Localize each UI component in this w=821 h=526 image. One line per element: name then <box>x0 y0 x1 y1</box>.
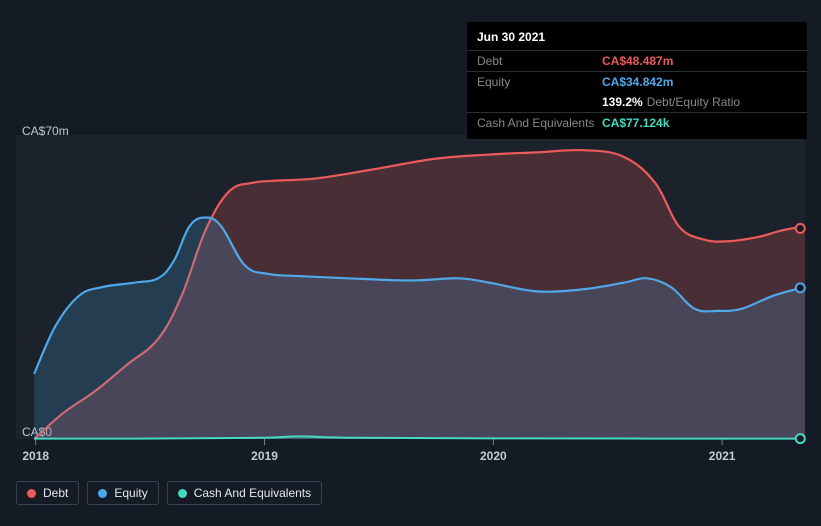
tooltip-row-value: CA$48.487m <box>602 52 673 70</box>
tooltip-row-label: Cash And Equivalents <box>477 114 602 132</box>
tooltip-row-value: CA$77.124k <box>602 114 669 132</box>
tooltip-date: Jun 30 2021 <box>467 28 807 50</box>
legend-item-debt[interactable]: Debt <box>16 481 79 505</box>
tooltip-row: Cash And EquivalentsCA$77.124k <box>467 113 807 133</box>
tooltip-row-label: Equity <box>477 73 602 91</box>
series-marker <box>796 283 805 292</box>
tooltip-row-value: 139.2% <box>602 93 643 111</box>
tooltip-row-value: CA$34.842m <box>602 73 673 91</box>
legend-dot-icon <box>27 489 36 498</box>
tooltip-row: 139.2%Debt/Equity Ratio <box>467 92 807 112</box>
legend-item-label: Equity <box>114 486 147 500</box>
legend-item-cash-and-equivalents[interactable]: Cash And Equivalents <box>167 481 322 505</box>
chart-legend: Debt Equity Cash And Equivalents <box>16 481 322 505</box>
series-marker <box>796 224 805 233</box>
tooltip-row-label <box>477 93 602 111</box>
chart-tooltip: Jun 30 2021DebtCA$48.487mEquityCA$34.842… <box>467 22 807 139</box>
tooltip-row: EquityCA$34.842m <box>467 72 807 92</box>
legend-item-label: Cash And Equivalents <box>194 486 311 500</box>
x-axis-label: 2021 <box>709 449 736 463</box>
legend-dot-icon <box>178 489 187 498</box>
x-axis-label: 2019 <box>251 449 278 463</box>
series-marker <box>796 434 805 443</box>
legend-dot-icon <box>98 489 107 498</box>
tooltip-row-secondary: Debt/Equity Ratio <box>647 93 740 111</box>
legend-item-label: Debt <box>43 486 68 500</box>
tooltip-row: DebtCA$48.487m <box>467 51 807 71</box>
legend-item-equity[interactable]: Equity <box>87 481 158 505</box>
tooltip-row-label: Debt <box>477 52 602 70</box>
x-axis-label: 2018 <box>22 449 49 463</box>
x-axis-label: 2020 <box>480 449 507 463</box>
